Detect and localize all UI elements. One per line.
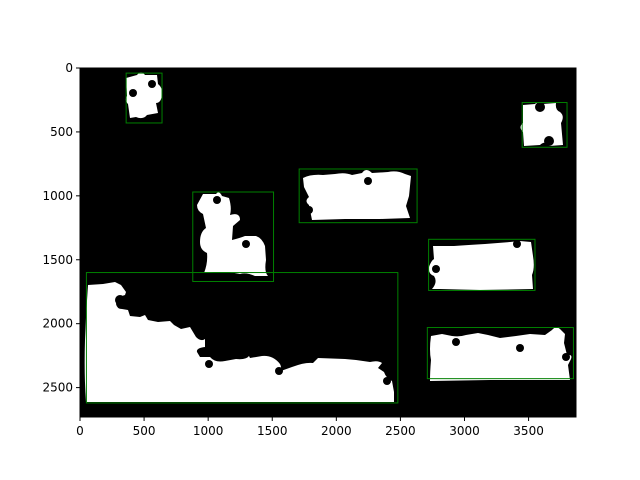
piece-notch: [148, 80, 156, 88]
piece-notch: [115, 295, 125, 305]
piece-notches: [115, 80, 570, 385]
bounding-box-2: [521, 102, 568, 148]
y-tick-label: 1000: [42, 189, 73, 203]
image-area: [79, 67, 577, 418]
puzzle-piece-3: [303, 170, 411, 220]
y-axis: 0 500 1000 1500 2000 2500: [42, 61, 80, 395]
piece-notch: [383, 377, 391, 385]
bounding-box-4: [192, 191, 275, 282]
piece-notch: [213, 196, 221, 204]
axes-frame: [79, 67, 577, 418]
piece-notch: [452, 338, 460, 346]
piece-notch: [364, 177, 372, 185]
piece-notch: [513, 240, 521, 248]
x-tick-label: 3500: [513, 424, 544, 438]
puzzle-piece-4: [197, 192, 268, 276]
piece-notch: [305, 206, 313, 214]
piece-notch: [535, 102, 545, 112]
bounding-box-3: [298, 168, 418, 224]
puzzle-piece-7: [430, 327, 572, 381]
x-tick-label: 1000: [193, 424, 224, 438]
piece-notch: [129, 89, 137, 97]
bounding-box-7: [426, 327, 574, 380]
y-tick-label: 2500: [42, 381, 73, 395]
piece-notch: [275, 367, 283, 375]
piece-notch: [432, 265, 440, 273]
piece-notch: [205, 360, 213, 368]
x-tick-label: 2000: [321, 424, 352, 438]
y-tick-label: 2000: [42, 317, 73, 331]
x-axis: 0 500 1000 1500 2000 2500 3000 3500: [76, 417, 544, 438]
bounding-box-6: [85, 272, 399, 404]
y-tick-label: 500: [50, 125, 73, 139]
bounding-box-5: [428, 238, 536, 291]
x-tick-label: 500: [133, 424, 156, 438]
x-tick-label: 1500: [257, 424, 288, 438]
puzzle-piece-6: [84, 282, 395, 402]
y-tick-label: 1500: [42, 253, 73, 267]
puzzle-piece-5: [428, 241, 534, 290]
bounding-box-1: [125, 72, 163, 124]
x-tick-label: 2500: [385, 424, 416, 438]
bounding-box-layer: [85, 72, 574, 404]
x-tick-label: 3000: [449, 424, 480, 438]
x-tick-label: 0: [76, 424, 84, 438]
piece-notch: [242, 240, 250, 248]
piece-notch: [211, 272, 219, 280]
piece-notch: [544, 136, 554, 146]
puzzle-piece-2: [520, 102, 563, 146]
piece-notch: [516, 344, 524, 352]
puzzle-pieces: [84, 72, 572, 402]
piece-notch: [562, 353, 570, 361]
y-tick-label: 0: [65, 61, 73, 75]
